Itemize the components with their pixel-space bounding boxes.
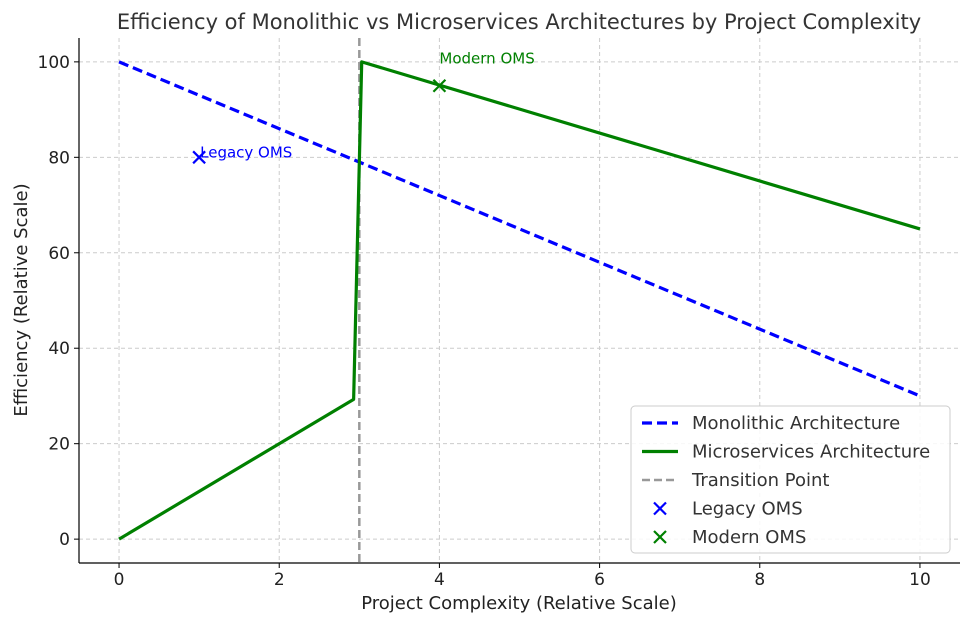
y-axis-label: Efficiency (Relative Scale) (11, 183, 32, 416)
x-marker-stroke (653, 501, 667, 516)
x-marker-stroke (432, 78, 447, 93)
legacy-oms-annotation: Legacy OMS (200, 143, 292, 161)
y-tick-label: 20 (48, 435, 70, 455)
legend-item: Transition Point (642, 470, 829, 491)
legend-item: Monolithic Architecture (642, 413, 900, 434)
grid (79, 38, 960, 563)
legend-item: Legacy OMS (653, 499, 803, 520)
legend-x-marker (653, 501, 667, 516)
legend-item: Microservices Architecture (642, 442, 930, 463)
legend-label: Transition Point (691, 470, 829, 491)
chart-title: Efficiency of Monolithic vs Microservice… (117, 10, 921, 34)
legend-x-marker (653, 530, 667, 544)
legacy-oms-marker (192, 150, 206, 165)
x-tick-label: 0 (114, 570, 125, 590)
plot-area: Legacy OMS Modern OMS (118, 38, 921, 563)
y-tick-label: 0 (59, 530, 70, 550)
monolithic-architecture-line (118, 60, 921, 398)
y-tick-label: 100 (38, 53, 70, 73)
legend-item: Modern OMS (653, 527, 806, 548)
y-tick-label: 60 (48, 244, 70, 264)
microservices-architecture-line (118, 60, 921, 541)
legend: Monolithic Architecture Microservices Arc… (630, 405, 951, 554)
x-axis-label: Project Complexity (Relative Scale) (361, 593, 676, 614)
legend-label: Modern OMS (692, 527, 806, 548)
y-tick-label: 80 (48, 148, 70, 168)
x-tick-label: 4 (434, 570, 445, 590)
x-marker-stroke (653, 530, 667, 544)
legend-label: Microservices Architecture (692, 442, 930, 463)
x-tick-label: 6 (594, 570, 605, 590)
x-tick-label: 2 (274, 570, 285, 590)
legend-label: Monolithic Architecture (692, 413, 900, 434)
modern-oms-annotation: Modern OMS (439, 50, 534, 68)
x-tick-label: 10 (909, 570, 931, 590)
x-marker-stroke (192, 150, 206, 165)
legend-box (630, 405, 951, 554)
x-tick-label: 8 (754, 570, 765, 590)
y-tick-label: 40 (48, 339, 70, 359)
modern-oms-marker (432, 78, 447, 93)
legend-label: Legacy OMS (692, 499, 803, 520)
